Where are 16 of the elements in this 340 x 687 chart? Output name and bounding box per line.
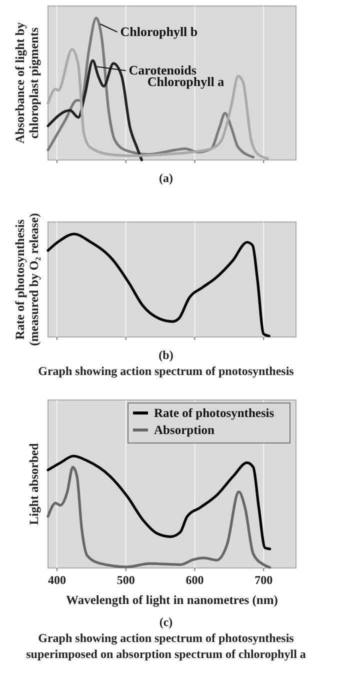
x-tick-label: 500: [116, 573, 135, 587]
x-tick-label: 400: [48, 573, 66, 587]
y-axis-title: Light absorbed: [27, 443, 41, 525]
text: (c): [159, 615, 173, 629]
y-axis-title: Absorbance of light by chloroplast pigments: [13, 22, 41, 144]
legend-label: Rate of photosynthesis: [154, 406, 274, 420]
text: (b): [158, 348, 174, 362]
x-tick-label: 600: [186, 573, 204, 587]
series-label: Chlorophyll b: [120, 24, 198, 39]
text: Graph showing action spectrum of photosynthesis superimposed on absorption spectrum of chlorophyll a: [26, 631, 306, 661]
text: Graph showing action spectrum of pnotosynthesis: [38, 364, 294, 378]
x-axis-title: Wavelength of light in nanometres (nm): [66, 593, 278, 607]
text: (a): [159, 171, 173, 185]
x-tick-label: 700: [254, 573, 273, 587]
y-axis-title: Rate of photosynthesis (measured by O₂ release): [13, 213, 41, 346]
legend-label: Absorption: [154, 423, 214, 437]
